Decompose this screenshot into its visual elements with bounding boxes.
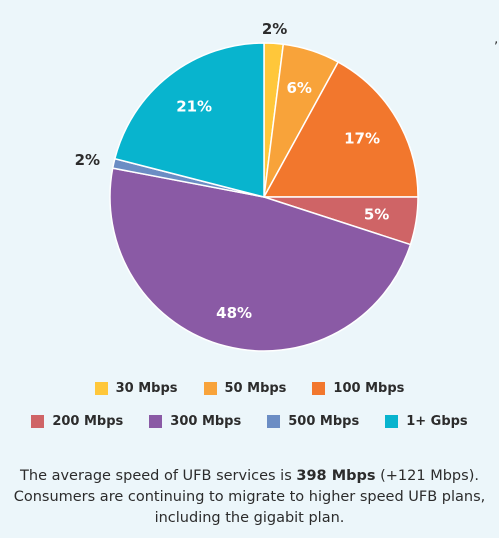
pie-label-30-mbps: 2% bbox=[262, 20, 287, 38]
legend-item-30-mbps: 30 Mbps bbox=[94, 381, 178, 396]
legend-swatch bbox=[94, 382, 108, 395]
legend-item-500-mbps: 500 Mbps bbox=[267, 414, 359, 429]
legend-item-300-mbps: 300 Mbps bbox=[149, 414, 241, 429]
legend-swatch bbox=[312, 382, 326, 395]
pie-chart-svg: 2% 6% 17% 5% 48% 2% 21% bbox=[75, 20, 419, 352]
legend-label: 300 Mbps bbox=[170, 414, 242, 429]
pie-slice-1-gbps bbox=[113, 42, 265, 198]
pie-slice-300-mbps bbox=[109, 167, 412, 352]
pie-label-200-mbps: 5% bbox=[364, 205, 389, 223]
pie-label-50-mbps: 6% bbox=[286, 79, 311, 97]
legend-row-1: 30 Mbps 50 Mbps 100 Mbps bbox=[0, 381, 499, 396]
pie-label-300-mbps: 48% bbox=[216, 304, 252, 322]
legend-swatch bbox=[203, 382, 217, 395]
legend-label: 100 Mbps bbox=[333, 381, 405, 396]
pie-label-1-gbps: 21% bbox=[176, 97, 212, 115]
legend-swatch bbox=[31, 415, 45, 428]
pie-label-500-mbps: 2% bbox=[75, 151, 100, 169]
chart-caption: The average speed of UFB services is 398… bbox=[0, 466, 499, 529]
caption-text-end: (+121 Mbps). Consumers are continuing to… bbox=[13, 468, 486, 526]
legend-item-200-mbps: 200 Mbps bbox=[31, 414, 123, 429]
legend-label: 1+ Gbps bbox=[406, 414, 468, 429]
legend-swatch bbox=[385, 415, 399, 428]
pie-chart: 2% 6% 17% 5% 48% 2% 21% bbox=[75, 20, 419, 352]
legend-item-100-mbps: 100 Mbps bbox=[312, 381, 404, 396]
legend-label: 200 Mbps bbox=[52, 414, 124, 429]
legend-label: 50 Mbps bbox=[224, 381, 287, 396]
legend-swatch bbox=[149, 415, 163, 428]
legend-item-50-mbps: 50 Mbps bbox=[203, 381, 287, 396]
legend-item-1-gbps: 1+ Gbps bbox=[385, 414, 468, 429]
pie-slice-100-mbps bbox=[262, 61, 419, 198]
caption-text-start: The average speed of UFB services is bbox=[20, 468, 297, 484]
pie-label-100-mbps: 17% bbox=[344, 129, 380, 147]
legend-swatch bbox=[267, 415, 281, 428]
legend-label: 30 Mbps bbox=[115, 381, 178, 396]
caption-average-speed: 398 Mbps bbox=[296, 468, 376, 484]
edge-mark: ʼ bbox=[494, 40, 499, 55]
legend-row-2: 200 Mbps 300 Mbps 500 Mbps 1+ Gbps bbox=[0, 414, 499, 429]
legend-label: 500 Mbps bbox=[288, 414, 360, 429]
